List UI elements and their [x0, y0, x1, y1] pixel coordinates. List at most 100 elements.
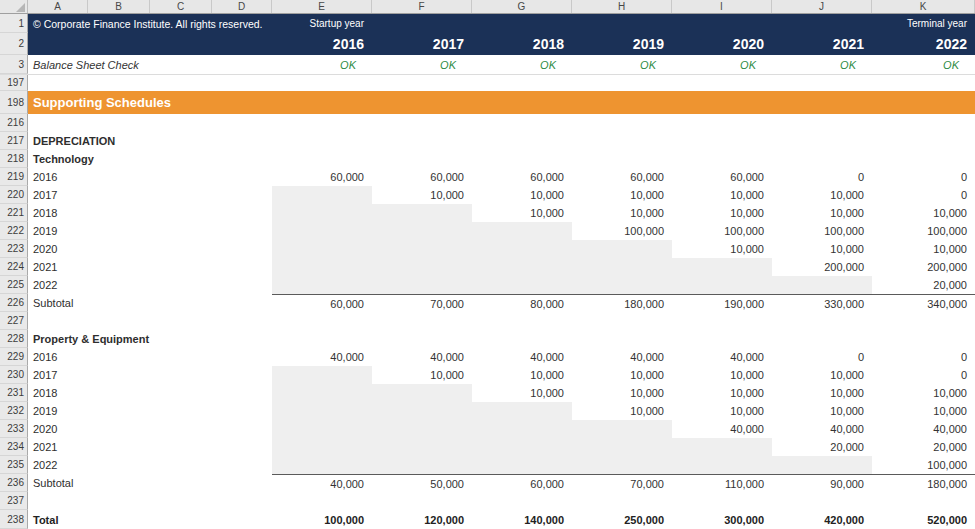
cell-G237[interactable]: [472, 492, 572, 510]
cell-K232[interactable]: 10,000: [872, 402, 975, 420]
row-number-232[interactable]: 232: [0, 402, 28, 420]
cell-H231[interactable]: 10,000: [572, 384, 672, 402]
cell-I223[interactable]: 10,000: [672, 240, 772, 258]
column-header-D[interactable]: D: [212, 0, 272, 13]
cell-E235[interactable]: [272, 456, 372, 474]
cell-E222[interactable]: [272, 222, 372, 240]
row-label-226[interactable]: Subtotal: [28, 294, 272, 312]
cell-G218[interactable]: [472, 150, 572, 168]
cell-I219[interactable]: 60,000: [672, 168, 772, 186]
cell-F235[interactable]: [372, 456, 472, 474]
cell-I217[interactable]: [672, 132, 772, 150]
cell-J229[interactable]: 0: [772, 348, 872, 366]
cell-A227[interactable]: [28, 312, 272, 330]
cell-F222[interactable]: [372, 222, 472, 240]
cell-G220[interactable]: 10,000: [472, 186, 572, 204]
cell-J227[interactable]: [772, 312, 872, 330]
cell-H228[interactable]: [572, 330, 672, 348]
row-number-237[interactable]: 237: [0, 492, 28, 510]
select-all-corner[interactable]: [0, 0, 28, 13]
cell-J237[interactable]: [772, 492, 872, 510]
cell-E3[interactable]: OK: [272, 55, 372, 74]
cell-H197[interactable]: [572, 75, 672, 91]
cell-G216[interactable]: [472, 114, 572, 132]
cell-E233[interactable]: [272, 420, 372, 438]
cell-H3[interactable]: OK: [572, 55, 672, 74]
cell-G2[interactable]: 2018: [472, 33, 572, 55]
cell-E218[interactable]: [272, 150, 372, 168]
cell-G223[interactable]: [472, 240, 572, 258]
cell-F2[interactable]: 2017: [372, 33, 472, 55]
cell-H222[interactable]: 100,000: [572, 222, 672, 240]
row-number-238[interactable]: 238: [0, 510, 28, 529]
cell-F1[interactable]: [372, 14, 472, 33]
cell-F227[interactable]: [372, 312, 472, 330]
cell-J1[interactable]: [772, 14, 872, 33]
cell-E226[interactable]: 60,000: [272, 294, 372, 312]
cell-G233[interactable]: [472, 420, 572, 438]
cell-J228[interactable]: [772, 330, 872, 348]
cell-K197[interactable]: [872, 75, 975, 91]
row-number-216[interactable]: 216: [0, 114, 28, 132]
row-label-236[interactable]: Subtotal: [28, 474, 272, 492]
cell-F224[interactable]: [372, 258, 472, 276]
cell-E220[interactable]: [272, 186, 372, 204]
cell-E237[interactable]: [272, 492, 372, 510]
cell-H221[interactable]: 10,000: [572, 204, 672, 222]
cell-K237[interactable]: [872, 492, 975, 510]
cell-J235[interactable]: [772, 456, 872, 474]
cell-H223[interactable]: [572, 240, 672, 258]
cell-F221[interactable]: [372, 204, 472, 222]
cell-J222[interactable]: 100,000: [772, 222, 872, 240]
cell-G1[interactable]: [472, 14, 572, 33]
cell-H1[interactable]: [572, 14, 672, 33]
cell-J231[interactable]: 10,000: [772, 384, 872, 402]
cell-J233[interactable]: 40,000: [772, 420, 872, 438]
cell-E221[interactable]: [272, 204, 372, 222]
cell-I225[interactable]: [672, 276, 772, 294]
cell-I228[interactable]: [672, 330, 772, 348]
cell-G232[interactable]: [472, 402, 572, 420]
cell-H238[interactable]: 250,000: [572, 510, 672, 529]
cell-K221[interactable]: 10,000: [872, 204, 975, 222]
cell-H234[interactable]: [572, 438, 672, 456]
cell-I229[interactable]: 40,000: [672, 348, 772, 366]
row-label-238[interactable]: Total: [28, 510, 272, 529]
cell-J232[interactable]: 10,000: [772, 402, 872, 420]
cell-G238[interactable]: 140,000: [472, 510, 572, 529]
cell-J223[interactable]: 10,000: [772, 240, 872, 258]
cell-G219[interactable]: 60,000: [472, 168, 572, 186]
row-number-3[interactable]: 3: [0, 55, 28, 74]
cell-F225[interactable]: [372, 276, 472, 294]
cell-K2[interactable]: 2022: [872, 33, 975, 55]
row-number-198[interactable]: 198: [0, 91, 28, 114]
cell-I2[interactable]: 2020: [672, 33, 772, 55]
cell-K3[interactable]: OK: [872, 55, 975, 74]
cell-E230[interactable]: [272, 366, 372, 384]
cell-F228[interactable]: [372, 330, 472, 348]
row-label-232[interactable]: 2019: [28, 402, 272, 420]
cell-E197[interactable]: [272, 75, 372, 91]
cell-I218[interactable]: [672, 150, 772, 168]
cell-G236[interactable]: 60,000: [472, 474, 572, 492]
cell-A197[interactable]: [28, 75, 272, 91]
cell-E229[interactable]: 40,000: [272, 348, 372, 366]
cell-H220[interactable]: 10,000: [572, 186, 672, 204]
cell-K233[interactable]: 40,000: [872, 420, 975, 438]
cell-I234[interactable]: [672, 438, 772, 456]
cell-K234[interactable]: 20,000: [872, 438, 975, 456]
cell-K230[interactable]: 0: [872, 366, 975, 384]
cell-G221[interactable]: 10,000: [472, 204, 572, 222]
cell-I1[interactable]: [672, 14, 772, 33]
cell-F231[interactable]: [372, 384, 472, 402]
cell-J220[interactable]: 10,000: [772, 186, 872, 204]
cell-E2[interactable]: 2016: [272, 33, 372, 55]
cell-I197[interactable]: [672, 75, 772, 91]
cell-K216[interactable]: [872, 114, 975, 132]
row-number-229[interactable]: 229: [0, 348, 28, 366]
cell-F238[interactable]: 120,000: [372, 510, 472, 529]
cell-J234[interactable]: 20,000: [772, 438, 872, 456]
cell-F216[interactable]: [372, 114, 472, 132]
cell-E232[interactable]: [272, 402, 372, 420]
row-label-225[interactable]: 2022: [28, 276, 272, 294]
